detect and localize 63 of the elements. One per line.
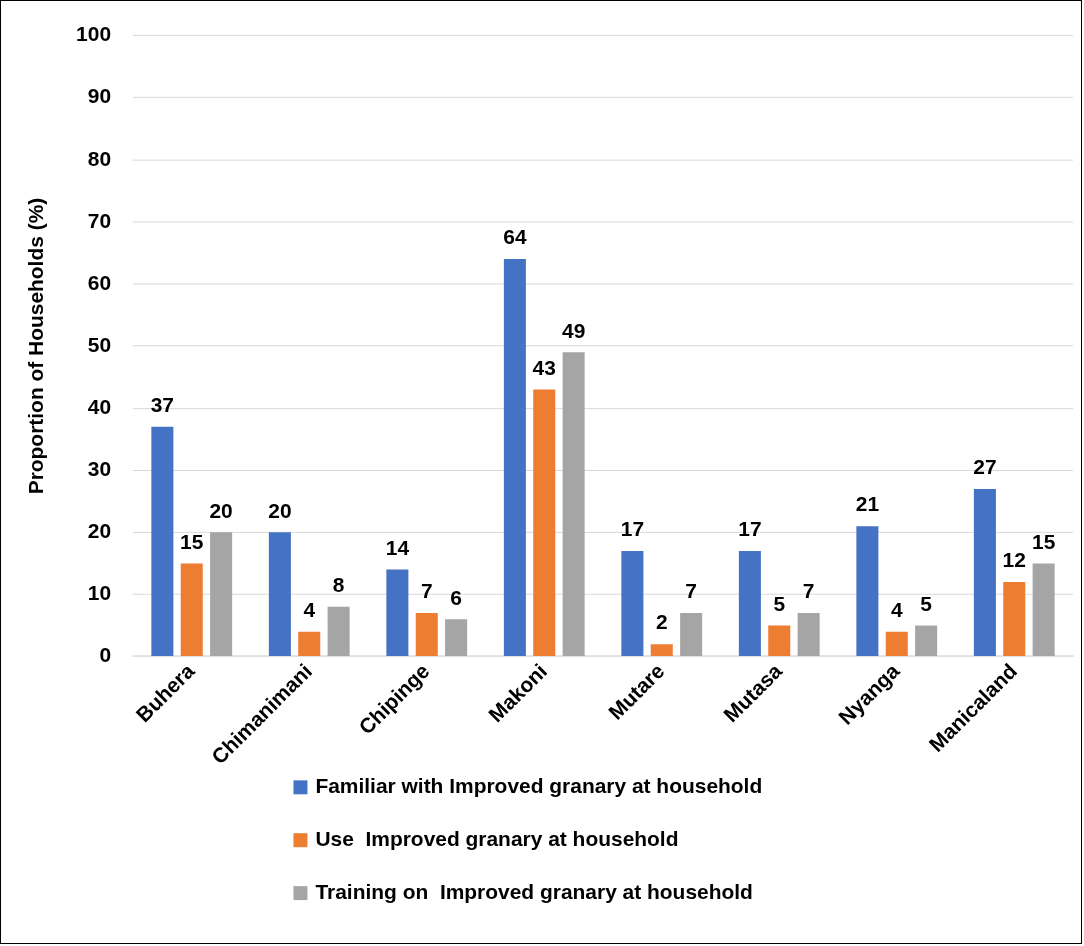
- data-label: 15: [1031, 529, 1056, 553]
- data-label: 14: [385, 535, 410, 559]
- bar: [797, 613, 820, 657]
- data-label: 43: [532, 355, 556, 379]
- bar: [503, 259, 526, 657]
- data-label: 4: [890, 598, 903, 622]
- data-label: 20: [268, 498, 292, 522]
- bar: [973, 488, 996, 657]
- data-label: 2: [655, 610, 668, 634]
- bar: [327, 606, 350, 657]
- y-tick-label: 50: [87, 332, 112, 356]
- y-tick-label: 80: [87, 146, 112, 170]
- bar: [680, 613, 703, 657]
- bar: [856, 526, 879, 657]
- bar: [445, 619, 468, 657]
- y-tick-label: 40: [87, 394, 112, 418]
- legend-label: Training on Improved granary at household: [315, 879, 753, 903]
- bar: [210, 532, 233, 657]
- data-label: 7: [685, 579, 697, 603]
- bar: [768, 625, 791, 657]
- legend-label: Use Improved granary at household: [315, 827, 679, 850]
- data-label: 17: [738, 517, 762, 541]
- bar: [1032, 563, 1055, 657]
- bar: [885, 631, 908, 657]
- bar: [915, 625, 938, 657]
- y-axis-title: Proportion of Households (%): [24, 197, 48, 495]
- bar: [738, 550, 761, 657]
- data-label: 5: [773, 591, 786, 615]
- data-label: 15: [180, 529, 204, 553]
- data-label: 8: [332, 573, 345, 597]
- data-label: 49: [561, 318, 586, 342]
- bar: [151, 426, 174, 657]
- y-tick-label: 60: [87, 270, 112, 294]
- y-tick-label: 20: [87, 519, 112, 543]
- data-label: 12: [1002, 548, 1026, 572]
- data-label: 5: [920, 591, 933, 615]
- bar: [386, 569, 409, 657]
- bar: [268, 532, 291, 657]
- data-label: 27: [973, 455, 997, 479]
- y-tick-label: 90: [87, 84, 112, 108]
- y-tick-label: 100: [76, 22, 112, 46]
- bar: [180, 563, 203, 657]
- data-label: 7: [420, 579, 433, 603]
- data-label: 7: [802, 579, 815, 603]
- data-label: 17: [620, 517, 645, 541]
- data-label: 6: [450, 585, 462, 609]
- bar: [298, 631, 321, 657]
- y-tick-label: 0: [99, 643, 112, 667]
- bar: [1003, 582, 1026, 657]
- bar: [621, 550, 644, 657]
- y-tick-label: 30: [87, 457, 112, 481]
- bar: [562, 352, 585, 657]
- bar: [533, 389, 556, 657]
- bar: [415, 613, 438, 657]
- y-tick-label: 10: [87, 581, 112, 605]
- bar: [650, 644, 673, 657]
- data-label: 20: [209, 498, 233, 522]
- data-label: 37: [150, 393, 175, 417]
- data-label: 4: [303, 598, 316, 622]
- legend-label: Familiar with Improved granary at household: [315, 774, 763, 798]
- data-label: 64: [503, 225, 527, 249]
- y-tick-label: 70: [87, 208, 112, 232]
- data-label: 21: [855, 492, 880, 516]
